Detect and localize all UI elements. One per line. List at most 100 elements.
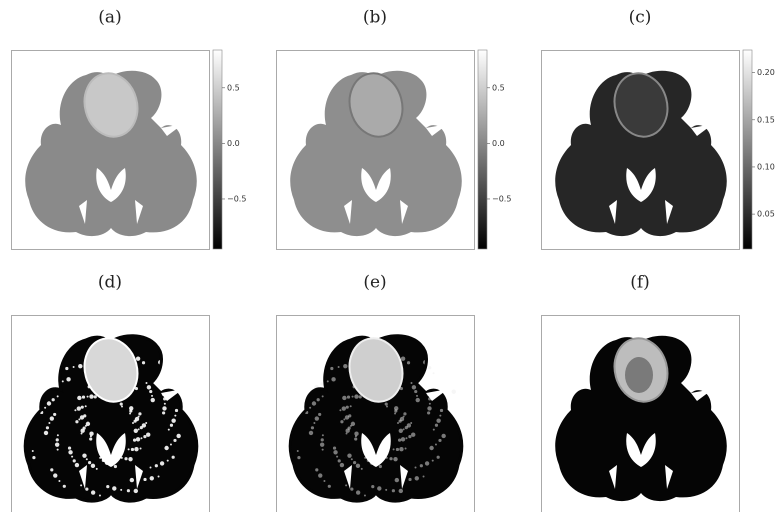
speckle [346, 406, 349, 409]
speckle [56, 438, 59, 441]
speckle [407, 423, 411, 427]
speckle [127, 489, 130, 492]
speckle [143, 478, 146, 481]
speckle [46, 426, 49, 429]
speckle [346, 433, 348, 435]
speckle [167, 460, 169, 462]
speckle [452, 389, 456, 393]
speckle [136, 437, 140, 441]
speckle [89, 394, 93, 398]
speckle [80, 415, 84, 419]
speckle [99, 495, 101, 497]
speckle [133, 438, 136, 441]
speckle [172, 456, 175, 459]
speckle [338, 459, 341, 462]
speckle [74, 409, 76, 411]
speckle [371, 485, 374, 488]
speckle [361, 468, 363, 470]
speckle [81, 433, 83, 435]
speckle [416, 398, 420, 402]
speckle [401, 357, 405, 361]
panel [12, 316, 210, 512]
colorbar-tick-label: 0.0 [492, 139, 505, 148]
speckle [312, 401, 316, 405]
speckle [130, 478, 134, 482]
speckle [132, 422, 134, 424]
speckle [174, 415, 176, 417]
speckle [81, 406, 84, 409]
speckle [398, 438, 401, 441]
speckle [55, 382, 58, 385]
speckle [339, 409, 341, 411]
speckle [338, 366, 340, 368]
colorbar-tick-label: −0.5 [227, 194, 246, 203]
speckle [145, 422, 147, 424]
speckle [354, 432, 358, 436]
speckle [411, 432, 415, 436]
speckle [345, 415, 349, 419]
speckle [441, 434, 445, 438]
colorbar-tick-label: 0.0 [227, 139, 240, 148]
speckle [322, 449, 324, 451]
colorbar [743, 50, 752, 249]
speckle [131, 448, 134, 451]
speckle [393, 457, 397, 461]
speckle [80, 484, 82, 486]
speckle [44, 407, 46, 409]
speckle [429, 403, 431, 405]
panel: 0.50.0−0.5 [277, 50, 512, 250]
colorbar-tick-label: 0.5 [492, 83, 505, 92]
speckle [149, 390, 152, 393]
speckle [403, 412, 406, 415]
speckle [32, 450, 34, 452]
speckle [415, 476, 419, 480]
speckle [121, 406, 123, 408]
speckle [140, 448, 142, 450]
speckle [158, 476, 160, 478]
speckle [399, 429, 403, 433]
speckle [410, 422, 412, 424]
speckle [427, 411, 430, 414]
speckle [364, 495, 366, 497]
speckle [164, 446, 168, 450]
speckle [146, 432, 150, 436]
panel-label: (c) [629, 8, 652, 28]
speckle [142, 423, 146, 427]
speckle [309, 407, 311, 409]
speckle [87, 396, 89, 398]
speckle [32, 456, 35, 459]
speckle [91, 490, 95, 494]
speckle [114, 465, 117, 468]
speckle [129, 406, 133, 410]
speckle [440, 409, 443, 412]
colorbar [213, 50, 222, 249]
speckle [322, 395, 324, 397]
panel: 0.50.0−0.5 [12, 50, 247, 250]
speckle [80, 429, 84, 433]
speckle [432, 460, 434, 462]
speckle [313, 422, 315, 424]
speckle [162, 406, 166, 410]
speckle [170, 443, 172, 445]
speckle [423, 476, 425, 478]
speckle [164, 403, 166, 405]
speckle [401, 437, 405, 441]
colorbar-tick-label: 0.05 [757, 210, 775, 219]
speckle [347, 453, 351, 457]
speckle [356, 464, 360, 468]
speckle [351, 458, 353, 460]
speckle [176, 434, 180, 438]
speckle [429, 446, 433, 450]
speckle [317, 398, 320, 401]
speckle [151, 398, 155, 402]
speckle [50, 416, 54, 420]
speckle [394, 406, 398, 410]
panel-label: (a) [98, 8, 121, 28]
speckle [333, 446, 336, 449]
speckle [129, 413, 131, 415]
speckle [315, 468, 318, 471]
speckle [57, 395, 59, 397]
speckle [85, 405, 87, 407]
speckle [106, 485, 109, 488]
speckle [77, 396, 81, 400]
